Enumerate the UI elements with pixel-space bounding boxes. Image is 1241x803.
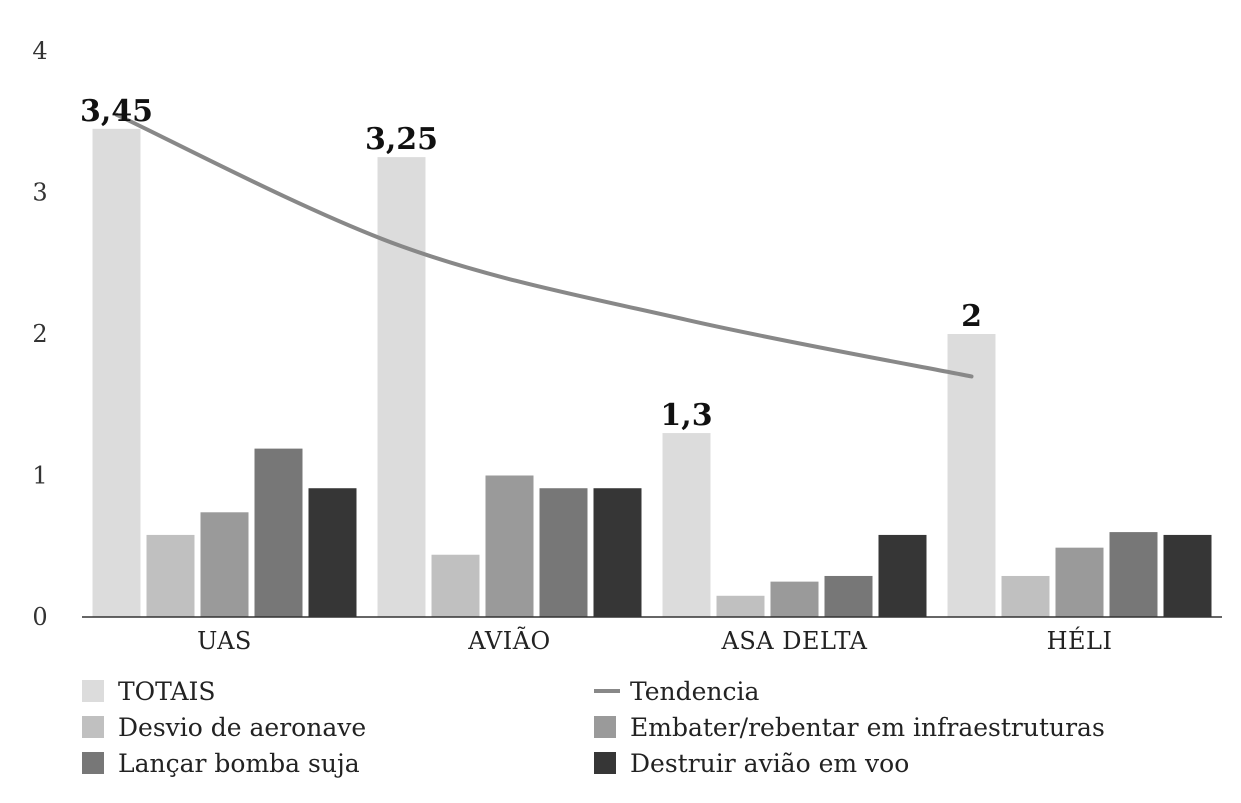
data-label: 3,25 (365, 122, 438, 157)
bar (308, 488, 357, 617)
bar (1055, 547, 1104, 617)
legend-swatch (594, 752, 616, 774)
bar (377, 157, 426, 617)
category-label: HÉLI (1047, 626, 1113, 655)
bar (1001, 575, 1050, 617)
legend: TOTAIS Tendencia Desvio de aeronave Embater… (82, 677, 1105, 778)
bar (1109, 532, 1158, 617)
bar (539, 488, 588, 617)
y-tick-label: 2 (32, 320, 47, 348)
legend-label: Tendencia (630, 677, 760, 706)
legend-label: Desvio de aeronave (118, 713, 366, 742)
bar (431, 554, 480, 617)
data-labels: 3,45 3,25 1,3 2 (80, 94, 982, 433)
category-label: ASA DELTA (720, 627, 867, 655)
bar (662, 433, 711, 617)
data-label: 2 (961, 299, 982, 334)
bar (716, 595, 765, 617)
legend-swatch (82, 680, 104, 702)
bar (485, 475, 534, 617)
bar (146, 534, 195, 617)
bar (1163, 534, 1212, 617)
bar (593, 488, 642, 617)
bar (770, 581, 819, 617)
y-tick-label: 4 (32, 37, 47, 65)
bars (92, 128, 1212, 617)
legend-swatch (82, 716, 104, 738)
y-tick-label: 3 (32, 179, 47, 207)
legend-label: Destruir avião em voo (630, 749, 909, 778)
legend-label: Lançar bomba suja (118, 749, 360, 778)
trendline-group (114, 112, 974, 379)
y-tick-label: 1 (32, 462, 47, 490)
category-labels: UAS AVIÃO ASA DELTA HÉLI (197, 626, 1112, 655)
bar (92, 128, 141, 617)
bar (878, 534, 927, 617)
data-label: 3,45 (80, 94, 153, 129)
legend-swatch (82, 752, 104, 774)
y-axis-ticks: 0 1 2 3 4 (32, 37, 47, 631)
legend-swatch (594, 716, 616, 738)
category-label: UAS (197, 627, 252, 655)
y-tick-label: 0 (32, 603, 47, 631)
bar (824, 575, 873, 617)
data-label: 1,3 (660, 398, 712, 433)
bar (200, 512, 249, 617)
trendline (114, 112, 974, 379)
bar (947, 334, 996, 617)
category-label: AVIÃO (467, 626, 550, 655)
bar (254, 448, 303, 617)
legend-label: Embater/rebentar em infraestruturas (630, 713, 1105, 742)
legend-label: TOTAIS (118, 677, 216, 706)
